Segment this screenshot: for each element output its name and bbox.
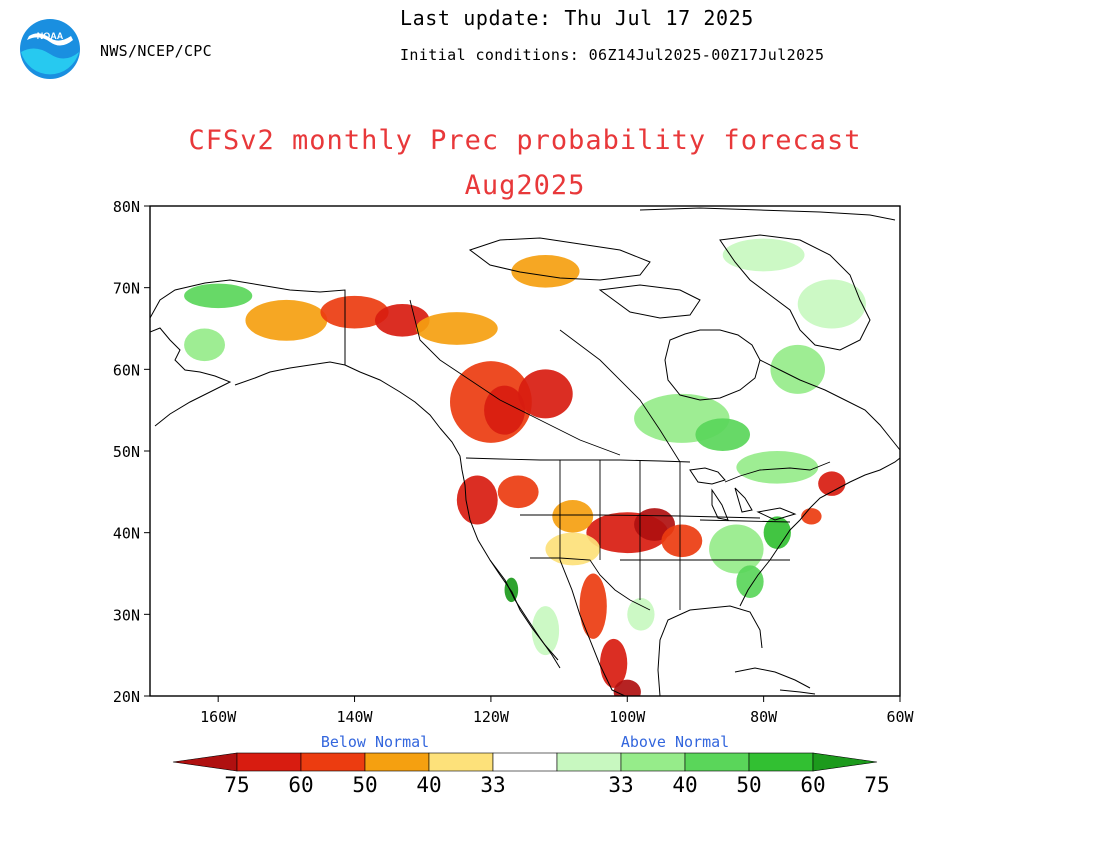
legend-swatch — [620, 752, 686, 772]
probability-cell — [504, 577, 519, 603]
probability-cell — [801, 508, 822, 525]
probability-cell — [736, 565, 764, 599]
legend-swatch — [428, 752, 494, 772]
probability-cell — [722, 238, 805, 272]
map-frame — [149, 205, 901, 697]
legend-arrow-right — [812, 752, 878, 772]
probability-shading — [184, 238, 866, 696]
last-update-text: Last update: Thu Jul 17 2025 — [400, 6, 754, 30]
map-title: CFSv2 monthly Prec probability forecast — [188, 125, 862, 156]
map-axes: 80N 70N 60N 50N 40N 30N 20N 160W 140W 120W 100W 80W… — [113, 198, 915, 726]
probability-cell — [709, 524, 764, 574]
agency-label: NWS/NCEP/CPC — [100, 42, 212, 60]
probability-cell — [518, 369, 573, 419]
lat-label: 70N — [113, 280, 140, 298]
legend-bin-label: 33 — [480, 773, 505, 797]
initial-conditions-text: Initial conditions: 06Z14Jul2025-00Z17Ju… — [400, 46, 825, 64]
lat-label: 50N — [113, 443, 140, 461]
political-borders — [409, 299, 831, 611]
probability-cell — [184, 328, 225, 362]
logo-text: NOAA — [37, 31, 64, 41]
probability-cell — [245, 299, 328, 341]
lat-label: 40N — [113, 525, 140, 543]
probability-cell — [511, 255, 580, 288]
probability-cell — [320, 295, 389, 329]
lat-label: 80N — [113, 198, 140, 216]
map-subtitle-month: Aug2025 — [464, 170, 586, 201]
lon-label: 60W — [886, 708, 914, 726]
lat-label: 30N — [113, 606, 140, 624]
legend-swatch — [748, 752, 814, 772]
lon-label: 100W — [609, 708, 646, 726]
legend-swatch — [492, 752, 558, 772]
legend-below-normal-label: Below Normal — [321, 733, 429, 751]
legend-bin-label: 33 — [608, 773, 633, 797]
probability-cell — [531, 606, 560, 656]
noaa-logo: NOAA — [20, 19, 80, 79]
lon-label: 120W — [473, 708, 510, 726]
probability-cell — [579, 573, 607, 639]
lon-label: 80W — [750, 708, 778, 726]
probability-cell — [695, 418, 751, 451]
probability-cell — [415, 312, 498, 345]
probability-cell — [797, 279, 866, 329]
probability-cell — [818, 471, 846, 496]
probability-cell — [661, 524, 703, 558]
legend-swatch — [556, 752, 622, 772]
probability-cell — [613, 679, 641, 696]
coastlines — [150, 207, 900, 696]
probability-cell — [770, 344, 826, 394]
lat-label: 20N — [113, 688, 140, 706]
legend-bin-label: 40 — [416, 773, 441, 797]
legend-bin-label: 75 — [224, 773, 249, 797]
probability-cell — [627, 598, 655, 631]
legend-swatch — [684, 752, 750, 772]
probability-cell — [545, 532, 601, 566]
lon-label: 140W — [336, 708, 373, 726]
probability-cell — [552, 499, 594, 533]
legend-bin-label: 50 — [736, 773, 761, 797]
legend-swatch — [236, 752, 302, 772]
probability-cell — [497, 475, 539, 509]
legend-bin-label: 40 — [672, 773, 697, 797]
legend-arrow-left — [172, 752, 238, 772]
legend-swatch — [364, 752, 430, 772]
probability-cell — [456, 475, 498, 525]
legend-above-normal-label: Above Normal — [621, 733, 729, 751]
legend-bin-label: 60 — [288, 773, 313, 797]
legend-bin-label: 60 — [800, 773, 825, 797]
legend-bin-label: 75 — [864, 773, 889, 797]
lat-label: 60N — [113, 361, 140, 379]
probability-cell — [736, 451, 819, 484]
probability-cell — [763, 516, 791, 550]
legend-swatch — [300, 752, 366, 772]
probability-cell — [484, 385, 525, 435]
legend-bin-label: 50 — [352, 773, 377, 797]
probability-legend: Below Normal Above Normal 75 60 50 40 33 33 40… — [172, 733, 890, 797]
probability-cell — [184, 283, 253, 309]
lon-label: 160W — [200, 708, 237, 726]
probability-cell — [600, 638, 628, 688]
